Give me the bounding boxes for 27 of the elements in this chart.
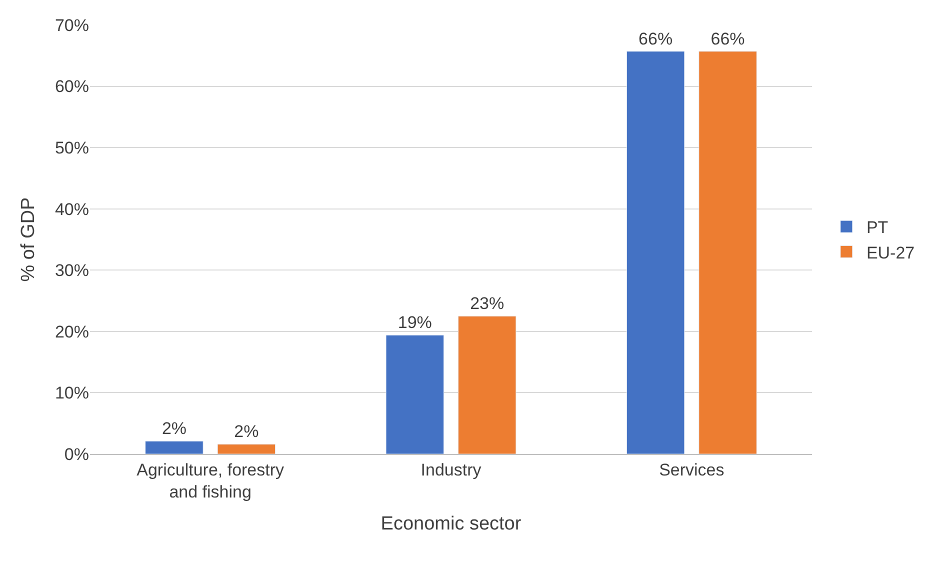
y-tick-label: 60%	[54, 77, 89, 96]
data-label: 19%	[398, 313, 432, 332]
bar	[458, 316, 516, 454]
y-axis-title: % of GDP	[18, 197, 39, 282]
x-tick-label: Industry	[420, 460, 482, 480]
y-tick-label: 40%	[54, 200, 89, 219]
y-tick-label: 30%	[54, 261, 89, 280]
data-label: 66%	[710, 29, 745, 48]
bar	[698, 51, 757, 454]
data-label: 66%	[638, 29, 673, 48]
x-tick-label: Services	[659, 460, 724, 480]
y-tick-label: 10%	[54, 384, 89, 403]
legend-label: PT	[866, 218, 888, 238]
legend-label: EU-27	[866, 243, 915, 262]
data-label: 2%	[162, 419, 187, 438]
bar	[145, 440, 204, 454]
bar	[386, 334, 444, 454]
data-label: 2%	[234, 422, 259, 442]
bar	[217, 444, 276, 454]
y-tick-label: 20%	[54, 322, 89, 342]
data-label: 23%	[470, 294, 504, 314]
y-tick-label: 50%	[54, 138, 89, 158]
bar	[626, 51, 685, 454]
x-axis-title: Economic sector	[380, 513, 522, 534]
y-tick-label: 70%	[54, 16, 89, 35]
y-tick-label: 0%	[64, 444, 89, 464]
x-tick-label: Agriculture, forestry and fishing	[136, 460, 285, 502]
